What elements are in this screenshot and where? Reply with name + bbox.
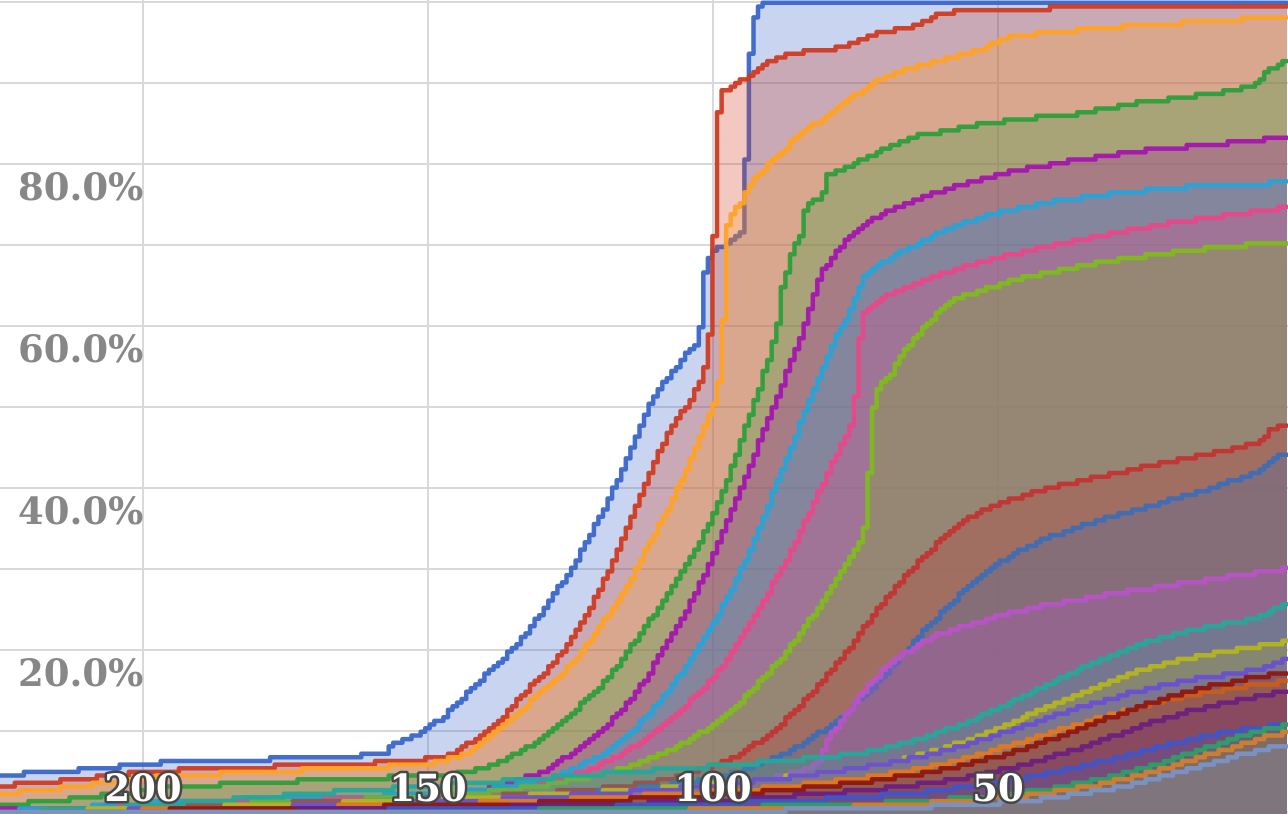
s05-purple-line: [0, 135, 1288, 814]
s07-pink-line: [0, 204, 1288, 814]
s18-royalblue-area: [0, 724, 1287, 814]
s20-ochre-area: [0, 731, 1287, 814]
x-tick-label-50: 50: [972, 766, 1024, 810]
s07-pink-area: [0, 206, 1287, 814]
s12-teal-line: [0, 601, 1288, 814]
s13-olive-line: [0, 638, 1288, 814]
s04-green-line: [0, 58, 1288, 807]
s15-orange2-line: [0, 678, 1288, 814]
s16-darkred-line: [0, 671, 1288, 814]
axis-labels: 20.0% 40.0% 60.0% 80.0% 200 150 100 50: [18, 165, 1026, 813]
s17-darkpurple-line: [0, 689, 1288, 814]
s05-purple-area: [0, 137, 1287, 814]
x-tick-label-200: 200: [104, 766, 181, 810]
y-tick-label-80: 80.0%: [18, 165, 143, 209]
x-tick-label-100: 100: [674, 766, 751, 810]
s03-orange-area: [0, 17, 1287, 814]
y-tick-label-40: 40.0%: [18, 489, 143, 533]
s14-violet-area: [0, 658, 1287, 814]
s20-ochre-line: [0, 729, 1288, 814]
s06-cyan-line: [0, 179, 1288, 814]
s10-steelblue-line: [0, 452, 1288, 814]
s11-orchid-area: [0, 567, 1287, 814]
x-tick-label-150: 150: [389, 766, 466, 810]
s03-orange-line: [0, 15, 1288, 797]
s19-seagreen-area: [0, 724, 1287, 814]
y-tick-label-60: 60.0%: [18, 327, 143, 371]
s14-violet-line: [0, 656, 1288, 814]
s19-seagreen-line: [0, 722, 1288, 814]
s01-blue-line: [0, 0, 1288, 778]
s02-red-area: [0, 6, 1287, 814]
s18-royalblue-line: [0, 722, 1288, 814]
s13-olive-area: [0, 640, 1287, 814]
y-tick-label-20: 20.0%: [18, 651, 143, 695]
s09-darkred2-line: [0, 423, 1288, 814]
s08-yellowgreen-line: [0, 241, 1288, 814]
s21-lightsteel-line: [0, 744, 1288, 814]
s06-cyan-area: [0, 181, 1287, 814]
s17-darkpurple-area: [0, 691, 1287, 814]
s08-yellowgreen-area: [0, 243, 1287, 814]
s02-red-line: [0, 4, 1288, 789]
s21-lightsteel-area: [0, 746, 1287, 814]
